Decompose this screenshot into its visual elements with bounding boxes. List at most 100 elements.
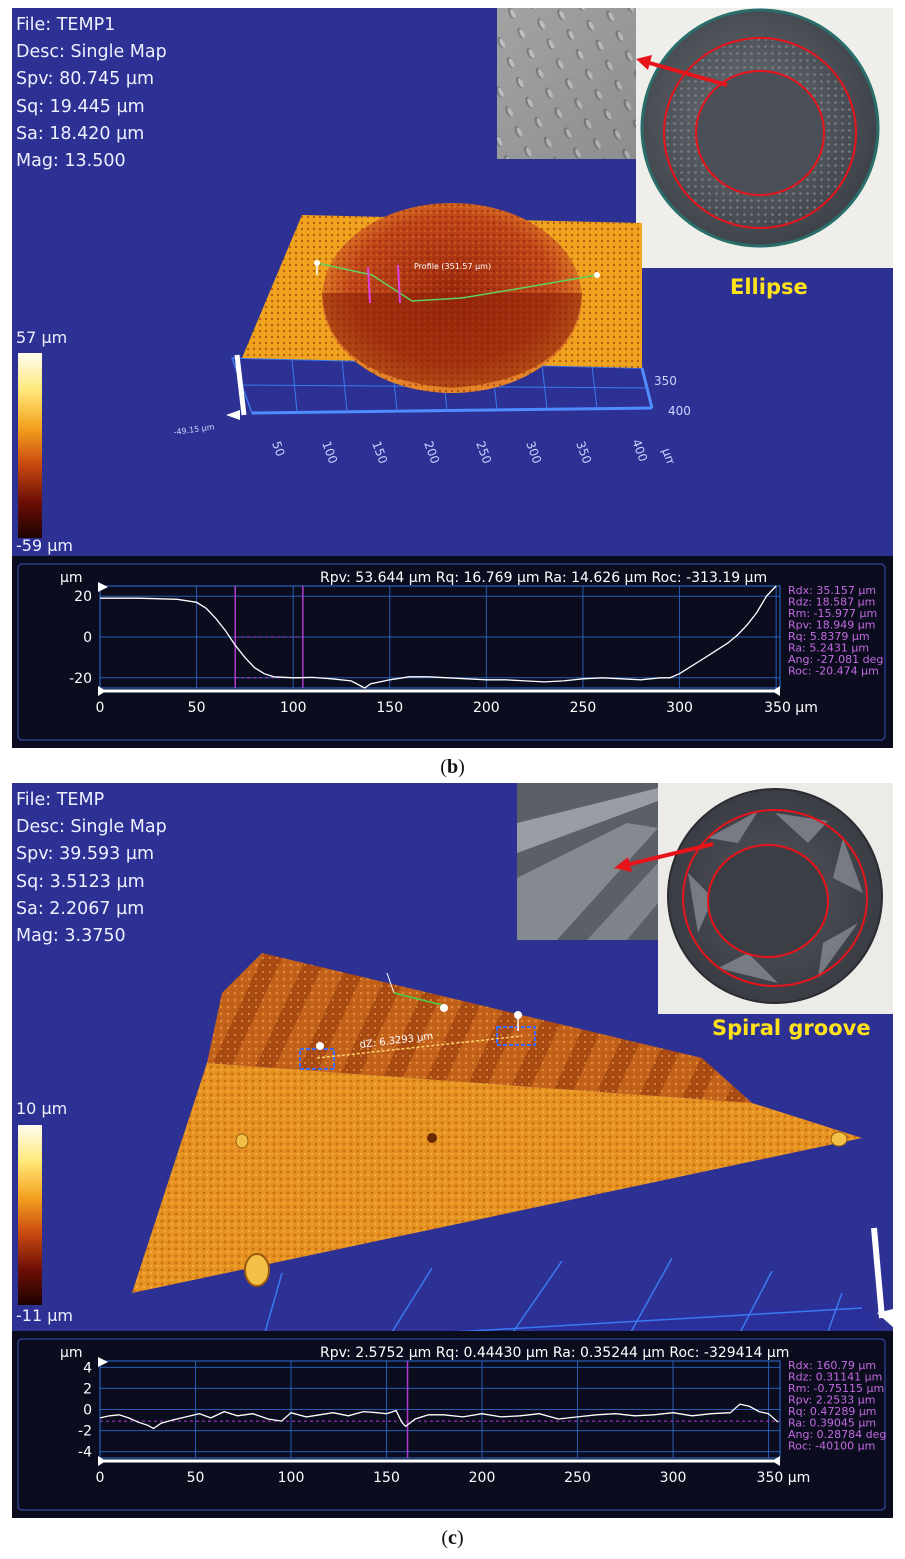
y-tick-label: -20 <box>69 671 92 687</box>
side-stat: Rpv: 2.2533 µm <box>788 1394 875 1407</box>
x-tick-label: 50 <box>187 1470 205 1486</box>
z-axis-label: -49.15 µm <box>173 422 215 437</box>
height-color-scale <box>18 353 42 538</box>
sa-label: Sa: 2.2067 µm <box>16 898 145 919</box>
measurement-info: File: TEMP Desc: Single Map Spv: 39.593 … <box>16 787 167 950</box>
dimple-pattern <box>497 8 636 159</box>
y-tick-label: -2 <box>78 1424 92 1440</box>
y-tick-label: -4 <box>78 1445 92 1461</box>
x-tick: 400 <box>629 437 650 463</box>
side-stat: Ra: 0.39045 µm <box>788 1417 876 1430</box>
side-stat: Rdz: 0.31141 µm <box>788 1371 882 1384</box>
spiral-seal-graphic <box>667 788 883 1004</box>
sq-label: Sq: 19.445 µm <box>16 96 145 117</box>
x-tick-label: 350 µm <box>757 1470 811 1486</box>
y-tick: 350 <box>654 374 677 388</box>
height-color-scale <box>18 1125 42 1305</box>
pattern-label: Ellipse <box>730 275 808 299</box>
y-tick-label: 4 <box>83 1360 92 1376</box>
x-unit: µm <box>659 446 679 463</box>
x-axis-line <box>251 406 653 415</box>
range-slider-left-handle <box>98 1456 106 1466</box>
y-unit-label: µm <box>60 570 83 586</box>
measurement-view-ellipse: File: TEMP1 Desc: Single Map Spv: 80.745… <box>12 8 893 748</box>
x-tick: 300 <box>523 439 544 463</box>
x-tick: 250 <box>473 439 494 463</box>
x-tick: 100 <box>319 439 340 463</box>
side-stat: Rq: 0.47289 µm <box>788 1405 877 1418</box>
mag-label: Mag: 13.500 <box>16 151 126 172</box>
profile-chart-panel: µm Rpv: 53.644 µm Rq: 16.769 µm Ra: 14.62… <box>12 556 893 748</box>
red-arrow <box>636 55 728 87</box>
x-tick-label: 250 <box>564 1470 591 1486</box>
roughness-stats: Rpv: 53.644 µm Rq: 16.769 µm Ra: 14.626 … <box>320 570 767 586</box>
x-tick-label: 250 <box>570 700 597 716</box>
x-tick-label: 150 <box>373 1470 400 1486</box>
groove-closeup-image <box>517 783 658 940</box>
side-stat: Rm: -0.75115 µm <box>788 1382 884 1395</box>
mag-label: Mag: 3.3750 <box>16 926 126 947</box>
side-stat: Rdz: 18.587 µm <box>788 596 875 609</box>
x-tick-label: 0 <box>96 1470 105 1486</box>
top-marker <box>98 582 108 592</box>
profile-length-label: Profile (351.57 µm) <box>414 262 491 271</box>
figure-caption-c: (c) <box>441 1527 464 1549</box>
x-tick-label: 150 <box>376 700 403 716</box>
measurement-info: File: TEMP1 Desc: Single Map Spv: 80.745… <box>16 12 167 175</box>
x-tick-label: 0 <box>96 700 105 716</box>
dimple-closeup-image <box>497 8 636 159</box>
spv-label: Spv: 80.745 µm <box>16 69 155 90</box>
side-stat: Rq: 5.8379 µm <box>788 630 870 643</box>
scale-max-label: 57 µm <box>16 328 68 347</box>
x-axis-ticks: 50 100 150 200 250 300 350 400 µm 350 40… <box>269 374 691 463</box>
x-tick-label: 200 <box>473 700 500 716</box>
file-label: File: TEMP <box>16 790 105 810</box>
range-slider-right-handle <box>772 1456 780 1466</box>
y-tick-label: 20 <box>74 589 92 605</box>
scale-min-label: -59 µm <box>16 536 73 555</box>
seal-ring-photo-ellipse <box>636 8 893 268</box>
chart-frame <box>17 563 886 741</box>
x-tick: 150 <box>369 439 390 463</box>
profile-chart-panel: µm Rpv: 2.5752 µm Rq: 0.44430 µm Ra: 0.35… <box>12 1331 893 1518</box>
sq-label: Sq: 3.5123 µm <box>16 871 145 892</box>
roughness-stats: Rpv: 2.5752 µm Rq: 0.44430 µm Ra: 0.3524… <box>320 1345 789 1361</box>
red-arrow <box>614 842 714 872</box>
x-tick-label: 300 <box>660 1470 687 1486</box>
seal-ring-photo-spiral <box>658 783 893 1014</box>
y-tick-label: 2 <box>83 1381 92 1397</box>
caption-letter: b <box>446 756 459 778</box>
surface-3d-view: dZ: 6.3293 µm 1600 1400 1200 1000 800 60 <box>132 953 893 1348</box>
caption-letter: c <box>448 1527 457 1549</box>
profile-trace <box>99 1403 779 1430</box>
side-stat: Rdx: 35.157 µm <box>788 584 876 597</box>
chart-frame <box>17 1338 886 1511</box>
x-tick-label: 100 <box>278 1470 305 1486</box>
side-stat: Ang: -27.081 deg <box>788 653 883 666</box>
side-stat: Rpv: 18.949 µm <box>788 619 875 632</box>
y-tick-label: 0 <box>83 1403 92 1419</box>
x-tick-label: 300 <box>666 700 693 716</box>
profile-chart: µm Rpv: 53.644 µm Rq: 16.769 µm Ra: 14.62… <box>17 563 886 741</box>
top-marker <box>98 1357 108 1367</box>
figure-caption-b: (b) <box>440 756 465 778</box>
x-tick: 350 <box>573 439 594 463</box>
groove-pattern <box>517 788 658 940</box>
side-stat: Ra: 5.2431 µm <box>788 642 869 655</box>
y-tick: 400 <box>668 404 691 418</box>
measurement-view-spiral: File: TEMP Desc: Single Map Spv: 39.593 … <box>12 783 893 1518</box>
surface-3d-view: Profile (351.57 µm) -49.15 µm 50 100 150… <box>173 203 691 463</box>
scale-max-label: 10 µm <box>16 1099 68 1118</box>
profile-chart: µm Rpv: 2.5752 µm Rq: 0.44430 µm Ra: 0.35… <box>17 1338 886 1511</box>
side-stat: Roc: -20.474 µm <box>788 665 879 678</box>
y-tick-label: 0 <box>83 630 92 646</box>
range-slider-left-handle <box>98 686 106 696</box>
pattern-label: Spiral groove <box>712 1016 871 1040</box>
x-tick-label: 200 <box>469 1470 496 1486</box>
y-unit-label: µm <box>60 1345 83 1361</box>
x-tick: 200 <box>421 439 442 463</box>
desc-label: Desc: Single Map <box>16 42 167 63</box>
range-slider-right-handle <box>772 686 780 696</box>
desc-label: Desc: Single Map <box>16 817 167 838</box>
x-tick-label: 100 <box>280 700 307 716</box>
